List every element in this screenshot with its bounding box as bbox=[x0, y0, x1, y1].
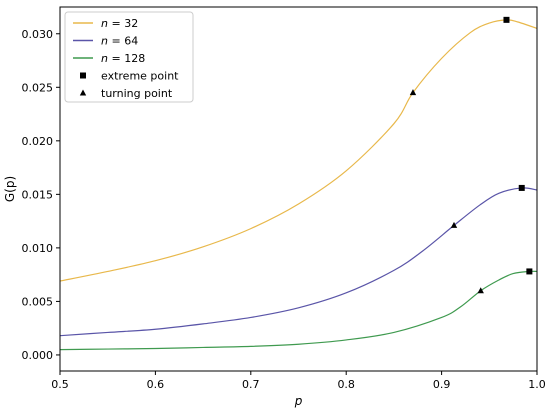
legend-label: extreme point bbox=[101, 70, 179, 83]
x-tick-label: 0.5 bbox=[51, 378, 69, 391]
legend-label: turning point bbox=[101, 87, 173, 100]
x-tick-label: 0.6 bbox=[147, 378, 165, 391]
legend-label-variable: n bbox=[101, 17, 108, 30]
y-tick-label: 0.010 bbox=[22, 242, 54, 255]
series-line-0 bbox=[60, 19, 537, 282]
axes-layer: 0.5 0.6 0.7 0.8 0.9 1.0 0.000 0.005 0.010 0.015 0.… bbox=[22, 28, 546, 391]
x-axis-label: p bbox=[294, 394, 303, 408]
x-tick-label: 0.9 bbox=[433, 378, 451, 391]
legend-square-swatch bbox=[80, 72, 86, 79]
y-tick-label: 0.005 bbox=[22, 295, 54, 308]
legend-label-variable: n bbox=[101, 35, 108, 48]
y-tick-label: 0.025 bbox=[22, 81, 54, 94]
legend-triangle-swatch bbox=[79, 89, 87, 96]
legend-label: n = 64 bbox=[101, 35, 138, 48]
y-tick-label: 0.000 bbox=[22, 349, 54, 362]
legend-label: n = 128 bbox=[101, 52, 145, 65]
turning-point-marker bbox=[477, 287, 484, 294]
x-tick-label: 0.8 bbox=[337, 378, 355, 391]
legend-label-text: = 128 bbox=[108, 52, 145, 65]
legend-box bbox=[64, 11, 194, 103]
y-axis-label: G(p) bbox=[3, 176, 17, 202]
legend-label-text: = 32 bbox=[108, 17, 138, 30]
legend-label-text: = 64 bbox=[108, 35, 138, 48]
x-tick-label: 0.7 bbox=[242, 378, 260, 391]
extreme-point-marker bbox=[503, 16, 510, 23]
turning-point-marker bbox=[409, 89, 417, 96]
plot-layer bbox=[60, 16, 537, 351]
y-tick-label: 0.020 bbox=[22, 135, 54, 148]
series-line-2 bbox=[60, 270, 537, 351]
legend-label-text: extreme point bbox=[101, 70, 179, 83]
plot-frame bbox=[59, 6, 538, 372]
extreme-point-marker bbox=[526, 268, 533, 275]
legend-label-text: turning point bbox=[101, 87, 173, 100]
y-tick-label: 0.030 bbox=[22, 28, 54, 41]
extreme-point-marker bbox=[518, 184, 525, 191]
x-tick-label: 1.0 bbox=[528, 378, 546, 391]
legend-label-variable: n bbox=[101, 52, 108, 65]
series-line-1 bbox=[60, 187, 537, 337]
y-tick-label: 0.015 bbox=[22, 188, 54, 201]
legend-label: n = 32 bbox=[101, 17, 138, 30]
turning-point-marker bbox=[450, 221, 458, 228]
